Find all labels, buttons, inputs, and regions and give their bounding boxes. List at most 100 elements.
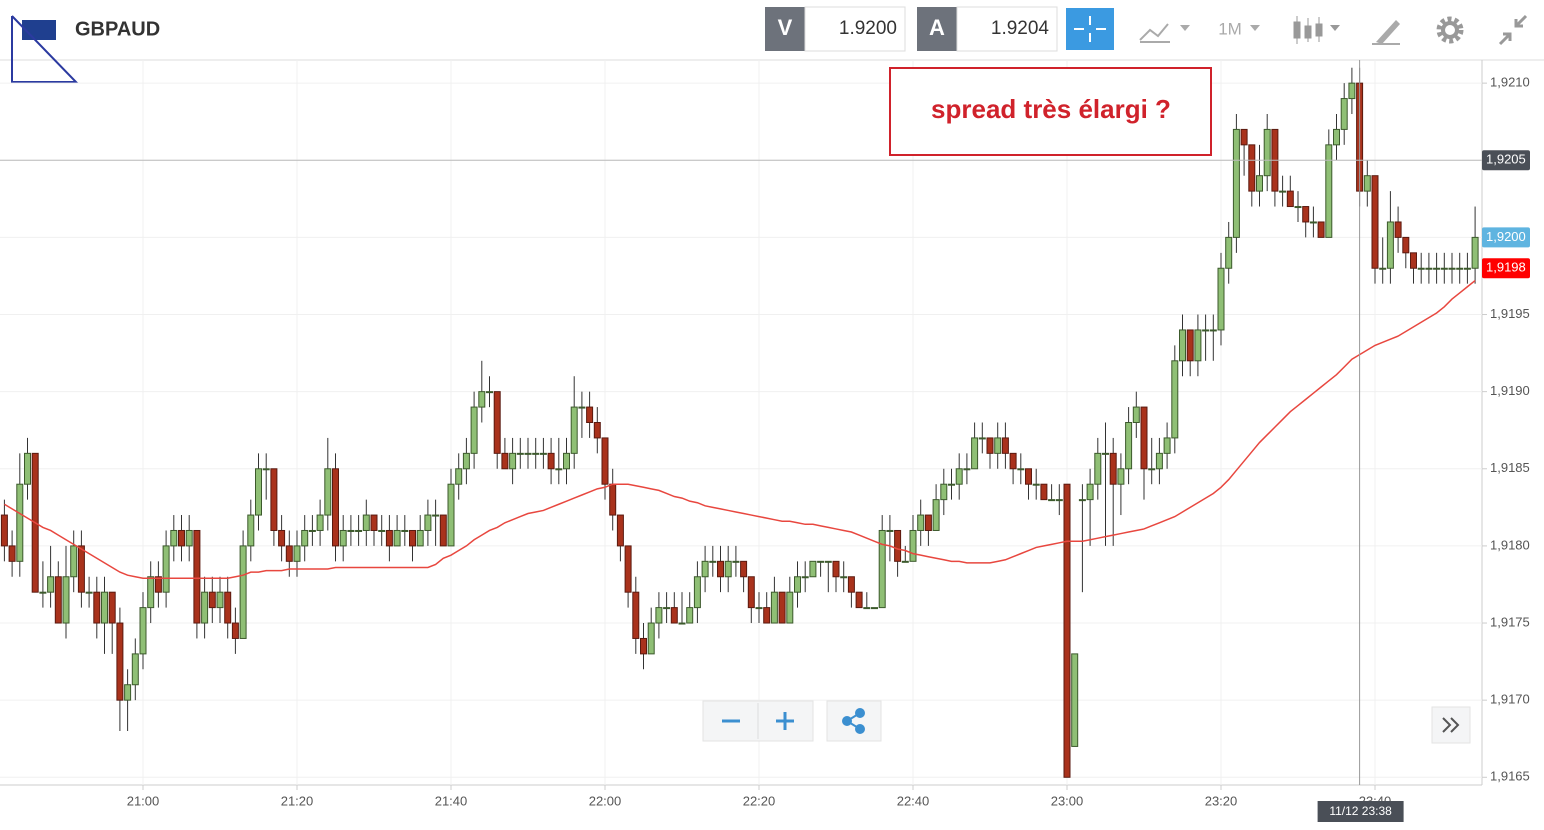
x-tick-label: 23:00: [1051, 793, 1084, 808]
candle-body: [439, 514, 447, 547]
candle-body: [693, 576, 701, 609]
candle-body: [932, 499, 940, 531]
candle-body: [509, 452, 517, 470]
draw-tool-button[interactable]: [1372, 20, 1400, 45]
candle-body: [1063, 483, 1071, 778]
candle-body: [1017, 468, 1025, 471]
sell-label-box[interactable]: [765, 7, 805, 51]
candle-body: [124, 684, 132, 701]
share-button[interactable]: [826, 700, 882, 742]
zoom-in-button[interactable]: [776, 712, 794, 730]
candle-body: [0, 514, 8, 547]
candle-body: [162, 545, 170, 593]
settings-button[interactable]: [1436, 16, 1464, 44]
buy-label-box[interactable]: [917, 7, 957, 51]
candle-body: [1009, 452, 1017, 470]
candle-body: [1217, 267, 1225, 331]
candle-body: [131, 653, 139, 686]
candle-body: [763, 607, 771, 624]
crosshair-button[interactable]: [1066, 8, 1114, 50]
y-tick-label: 1,9180: [1490, 537, 1530, 552]
candle-body: [208, 591, 216, 609]
candle-body: [801, 576, 809, 579]
candle-body: [108, 591, 116, 624]
y-tick-label: 1,9195: [1490, 306, 1530, 321]
candle-body: [663, 607, 671, 610]
sell-label[interactable]: V: [778, 15, 793, 40]
candle-body: [1194, 329, 1202, 362]
candle-body: [840, 576, 848, 579]
candle-body: [817, 560, 825, 563]
candle-body: [85, 591, 93, 594]
chart-type-button[interactable]: [1139, 23, 1190, 43]
candle-body: [770, 591, 778, 624]
sell-price-box[interactable]: [804, 6, 906, 52]
candle-body: [971, 437, 979, 470]
drawn-triangle: [11, 15, 79, 83]
candle-body: [385, 529, 393, 547]
timeframe[interactable]: 1M: [1218, 19, 1242, 38]
candle-body: [1225, 236, 1233, 269]
collapse-button[interactable]: [1498, 14, 1528, 46]
candle-body: [1325, 144, 1333, 238]
candle-body: [1363, 175, 1371, 192]
buy-label[interactable]: A: [929, 15, 945, 40]
candle-body: [1048, 499, 1056, 502]
candle-body: [1171, 360, 1179, 439]
candle-body: [455, 468, 463, 485]
candle-body: [994, 437, 1002, 454]
symbol[interactable]: GBPAUD: [75, 18, 160, 40]
candle-body: [778, 591, 786, 624]
candle-body: [1102, 452, 1109, 455]
candle-body: [401, 529, 409, 532]
candle-body: [609, 483, 617, 516]
candle-body: [77, 545, 85, 593]
candle-body: [570, 406, 578, 454]
candle-body: [39, 591, 47, 594]
y-tick-label: 1,9175: [1490, 614, 1530, 629]
candle-body: [809, 560, 817, 578]
candle-body: [347, 529, 355, 532]
candle-body: [231, 622, 239, 639]
candle-body: [47, 576, 55, 593]
candle-body: [24, 452, 31, 485]
buy-price[interactable]: 1.9204: [991, 18, 1050, 39]
candle-body: [678, 622, 686, 625]
candle-body: [1340, 98, 1348, 130]
candle-body: [93, 591, 101, 624]
candle-body: [640, 637, 647, 655]
candle-body: [524, 452, 532, 455]
candle-body: [255, 468, 262, 516]
candle-body: [224, 591, 232, 624]
candle-body: [1317, 221, 1325, 238]
candle-body: [324, 468, 332, 516]
candle-body: [301, 529, 309, 547]
candle-body: [424, 514, 432, 531]
candle-body: [1155, 452, 1163, 470]
candle-body: [70, 545, 78, 578]
candle-body: [863, 607, 871, 610]
candle-body: [901, 560, 909, 563]
y-tick-label: 1,9190: [1490, 383, 1530, 398]
candle-body: [847, 576, 855, 593]
candle-body: [247, 514, 255, 547]
candle-body: [1179, 329, 1186, 362]
candle-body: [170, 529, 178, 547]
candle-body: [539, 452, 547, 455]
candle-body: [147, 576, 155, 609]
candle-body: [501, 452, 509, 470]
candle-body: [1078, 499, 1086, 502]
candle-body: [616, 514, 624, 547]
x-tick-label: 21:00: [127, 793, 160, 808]
x-tick-label: 22:00: [589, 793, 622, 808]
candle-body: [447, 483, 455, 547]
sell-price[interactable]: 1.9200: [839, 18, 897, 39]
candle-body: [1348, 82, 1356, 100]
buy-price-box[interactable]: [956, 6, 1058, 52]
candle-body: [601, 437, 609, 485]
x-tick-label: 22:20: [743, 793, 776, 808]
candle-style-button[interactable]: [1293, 16, 1340, 44]
candle-body: [701, 560, 709, 578]
